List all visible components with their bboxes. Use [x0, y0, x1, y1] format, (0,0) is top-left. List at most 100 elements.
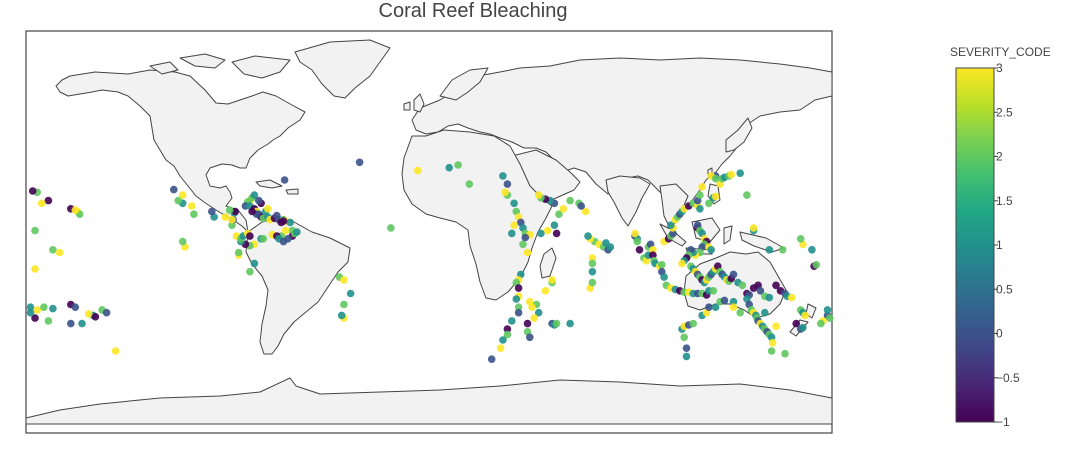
reef-point[interactable]	[530, 314, 538, 322]
reef-point[interactable]	[633, 237, 641, 246]
reef-point[interactable]	[71, 206, 80, 214]
reef-point[interactable]	[228, 215, 236, 224]
reef-point[interactable]	[487, 355, 496, 364]
reef-point[interactable]	[711, 303, 720, 312]
reef-point[interactable]	[720, 296, 729, 305]
reef-point[interactable]	[736, 308, 744, 317]
reef-point[interactable]	[698, 183, 706, 191]
reef-point[interactable]	[234, 248, 243, 257]
reef-point[interactable]	[787, 293, 796, 302]
reef-point[interactable]	[707, 246, 715, 254]
reef-point[interactable]	[548, 276, 556, 284]
reef-point[interactable]	[259, 235, 268, 243]
reef-point[interactable]	[743, 191, 751, 199]
reef-point[interactable]	[26, 303, 35, 312]
reef-point[interactable]	[543, 226, 552, 235]
reef-point[interactable]	[523, 248, 532, 257]
reef-point[interactable]	[514, 303, 523, 312]
reef-point[interactable]	[503, 180, 512, 188]
reef-point[interactable]	[279, 237, 288, 246]
reef-point[interactable]	[178, 191, 187, 199]
reef-point[interactable]	[44, 317, 53, 325]
reef-point[interactable]	[281, 226, 290, 235]
reef-point[interactable]	[277, 218, 286, 227]
reef-point[interactable]	[246, 267, 254, 276]
reef-point[interactable]	[729, 270, 738, 279]
reef-point[interactable]	[566, 196, 574, 205]
reef-point[interactable]	[808, 246, 816, 254]
reef-point[interactable]	[512, 295, 521, 303]
reef-point[interactable]	[40, 303, 48, 312]
reef-point[interactable]	[286, 218, 295, 227]
reef-point[interactable]	[817, 319, 825, 328]
reef-point[interactable]	[812, 261, 821, 269]
reef-point[interactable]	[528, 303, 536, 312]
reef-point[interactable]	[749, 224, 758, 232]
reef-point[interactable]	[84, 310, 93, 318]
reef-point[interactable]	[250, 191, 259, 199]
reef-point[interactable]	[340, 300, 348, 309]
reef-point[interactable]	[711, 174, 720, 183]
reef-point[interactable]	[55, 248, 64, 257]
reef-point[interactable]	[772, 281, 780, 290]
reef-point[interactable]	[508, 317, 516, 325]
reef-point[interactable]	[588, 254, 597, 262]
reef-point[interactable]	[658, 261, 666, 269]
reef-point[interactable]	[796, 235, 805, 243]
reef-point[interactable]	[588, 259, 597, 268]
reef-point[interactable]	[711, 192, 720, 201]
reef-point[interactable]	[49, 304, 57, 313]
reef-point[interactable]	[606, 243, 615, 251]
reef-point[interactable]	[28, 187, 37, 195]
reef-point[interactable]	[499, 336, 507, 344]
reef-point[interactable]	[765, 246, 774, 254]
reef-point[interactable]	[254, 196, 263, 205]
reef-point[interactable]	[510, 199, 518, 208]
reef-point[interactable]	[792, 319, 800, 328]
reef-point[interactable]	[660, 273, 668, 281]
reef-point[interactable]	[414, 166, 422, 175]
reef-point[interactable]	[346, 289, 355, 298]
reef-point[interactable]	[454, 161, 462, 169]
reef-point[interactable]	[514, 284, 523, 292]
reef-point[interactable]	[781, 349, 789, 358]
reef-point[interactable]	[508, 229, 516, 238]
reef-point[interactable]	[178, 237, 187, 246]
reef-point[interactable]	[44, 196, 53, 205]
reef-point[interactable]	[31, 265, 39, 273]
reef-point[interactable]	[682, 352, 691, 361]
reef-point[interactable]	[689, 319, 697, 328]
reef-point[interactable]	[768, 339, 777, 347]
reef-point[interactable]	[756, 287, 765, 295]
reef-point[interactable]	[584, 232, 592, 240]
reef-point[interactable]	[682, 344, 691, 353]
reef-point[interactable]	[541, 287, 550, 295]
reef-point[interactable]	[37, 199, 46, 208]
reef-point[interactable]	[761, 308, 769, 317]
reef-point[interactable]	[337, 311, 346, 320]
reef-point[interactable]	[696, 205, 704, 213]
reef-point[interactable]	[736, 169, 744, 177]
reef-point[interactable]	[631, 229, 639, 238]
reef-point[interactable]	[552, 229, 561, 238]
reef-point[interactable]	[49, 246, 57, 254]
reef-point[interactable]	[264, 205, 272, 213]
reef-point[interactable]	[826, 314, 834, 322]
reef-point[interactable]	[729, 303, 738, 312]
reef-point[interactable]	[71, 303, 80, 312]
reef-point[interactable]	[503, 330, 512, 339]
reef-point[interactable]	[510, 221, 518, 229]
reef-point[interactable]	[526, 333, 534, 342]
reef-point[interactable]	[678, 259, 686, 268]
reef-point[interactable]	[823, 306, 832, 314]
reef-point[interactable]	[102, 308, 111, 317]
reef-point[interactable]	[534, 308, 543, 317]
reef-point[interactable]	[778, 246, 787, 254]
reef-point[interactable]	[503, 325, 512, 333]
reef-point[interactable]	[727, 170, 736, 179]
reef-point[interactable]	[649, 246, 657, 254]
reef-point[interactable]	[799, 323, 807, 332]
reef-point[interactable]	[738, 281, 747, 290]
reef-point[interactable]	[519, 240, 527, 249]
